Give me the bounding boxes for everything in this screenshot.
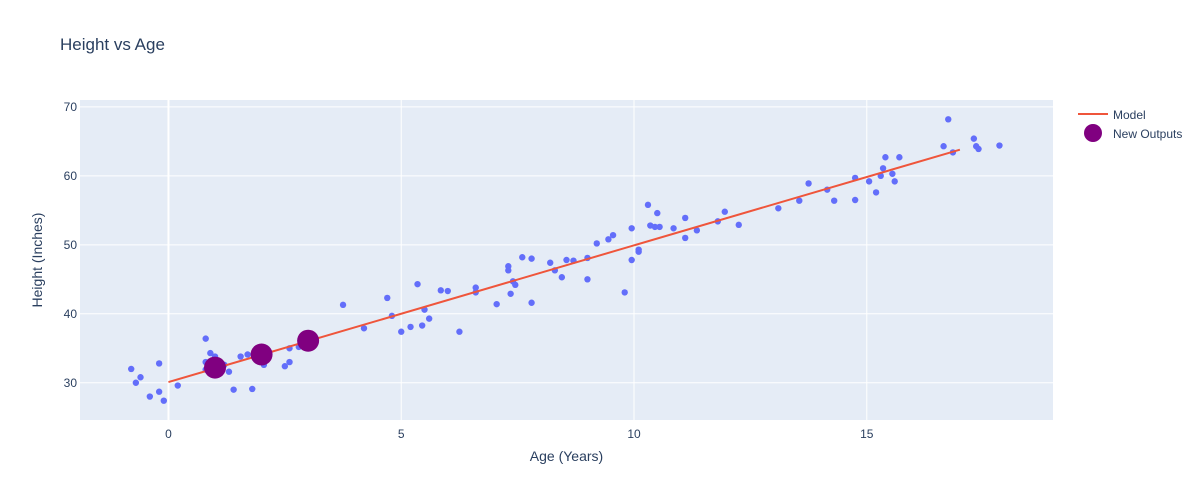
scatter-point[interactable] [682, 234, 689, 242]
scatter-point[interactable] [230, 386, 237, 393]
scatter-point[interactable] [425, 315, 433, 322]
scatter-point[interactable] [547, 259, 554, 266]
scatter-point[interactable] [128, 365, 135, 373]
scatter-point[interactable] [628, 225, 635, 232]
new-output-marker[interactable] [204, 356, 227, 379]
scatter-point[interactable] [207, 349, 214, 357]
scatter-point[interactable] [654, 209, 661, 217]
scatter-point[interactable] [407, 323, 414, 331]
scatter-point[interactable] [896, 154, 903, 161]
x-tick-label: 10 [627, 427, 641, 441]
scatter-point[interactable] [975, 145, 982, 153]
x-tick-label: 0 [165, 427, 172, 441]
scatter-point[interactable] [670, 225, 677, 232]
scatter-point[interactable] [558, 274, 566, 281]
y-axis-title: Height (Inches) [29, 213, 45, 308]
scatter-point[interactable] [512, 281, 519, 289]
scatter-point[interactable] [605, 236, 612, 243]
scatter-point[interactable] [651, 223, 659, 231]
y-tick-label: 60 [64, 169, 78, 183]
scatter-point[interactable] [398, 328, 405, 335]
scatter-point[interactable] [360, 325, 368, 332]
scatter-point[interactable] [528, 255, 535, 262]
scatter-point[interactable] [507, 290, 514, 297]
scatter-point[interactable] [414, 280, 421, 288]
scatter-point[interactable] [225, 368, 233, 375]
legend-new-outputs-swatch [1084, 124, 1102, 142]
scatter-point[interactable] [872, 189, 880, 196]
scatter-point[interactable] [635, 248, 642, 255]
scatter-point[interactable] [735, 221, 742, 229]
scatter-point[interactable] [384, 294, 391, 302]
scatter-point[interactable] [682, 214, 689, 222]
scatter-point[interactable] [775, 205, 782, 212]
scatter-point[interactable] [137, 374, 144, 381]
scatter-point[interactable] [830, 197, 838, 204]
scatter-point[interactable] [249, 385, 256, 393]
legend-model-label[interactable]: Model [1113, 108, 1146, 122]
scatter-point[interactable] [940, 143, 947, 150]
scatter-point[interactable] [505, 267, 512, 274]
tick-labels: 0 5 10 15 30 40 50 60 70 [64, 100, 874, 441]
y-tick-label: 40 [64, 307, 78, 321]
scatter-point[interactable] [693, 227, 701, 234]
scatter-point[interactable] [146, 393, 154, 400]
legend[interactable]: Model New Outputs [1078, 108, 1182, 142]
scatter-point[interactable] [796, 197, 803, 204]
scatter-point[interactable] [584, 276, 591, 283]
scatter-point[interactable] [155, 388, 163, 395]
y-tick-label: 70 [64, 100, 78, 114]
scatter-point[interactable] [437, 287, 445, 294]
scatter-point[interactable] [644, 201, 652, 209]
scatter-point[interactable] [721, 208, 728, 215]
y-tick-label: 50 [64, 238, 78, 252]
scatter-point[interactable] [628, 256, 635, 264]
scatter-point[interactable] [851, 196, 859, 204]
scatter-point[interactable] [609, 231, 617, 239]
scatter-point[interactable] [805, 180, 812, 187]
scatter-point[interactable] [528, 299, 535, 306]
scatter-point[interactable] [879, 165, 887, 172]
scatter-point[interactable] [456, 328, 463, 335]
x-tick-label: 5 [398, 427, 405, 441]
scatter-point[interactable] [563, 256, 570, 264]
legend-new-outputs-label[interactable]: New Outputs [1113, 127, 1182, 141]
scatter-point[interactable] [493, 300, 500, 308]
scatter-point[interactable] [281, 363, 289, 370]
scatter-point[interactable] [891, 178, 898, 185]
new-output-marker[interactable] [297, 329, 320, 352]
scatter-point[interactable] [444, 287, 451, 295]
scatter-point[interactable] [945, 116, 952, 123]
scatter-point[interactable] [202, 335, 209, 342]
scatter-point[interactable] [237, 353, 244, 360]
scatter-point[interactable] [174, 382, 181, 389]
scatter-point[interactable] [244, 351, 251, 358]
scatter-point[interactable] [519, 254, 526, 261]
x-tick-label: 15 [860, 427, 874, 441]
scatter-point[interactable] [970, 135, 978, 142]
scatter-point[interactable] [132, 379, 140, 386]
scatter-point[interactable] [889, 170, 896, 177]
data-layer [128, 116, 1003, 404]
scatter-point[interactable] [621, 289, 628, 296]
scatter-point[interactable] [882, 154, 889, 161]
scatter-point[interactable] [865, 178, 873, 185]
chart-title: Height vs Age [60, 35, 165, 54]
scatter-point[interactable] [155, 360, 163, 367]
scatter-point[interactable] [160, 397, 167, 404]
scatter-point[interactable] [286, 358, 293, 366]
scatter-point[interactable] [418, 322, 426, 329]
new-output-marker[interactable] [250, 343, 273, 366]
scatter-point[interactable] [996, 142, 1003, 149]
scatter-point[interactable] [472, 284, 479, 291]
scatter-point[interactable] [656, 223, 663, 231]
x-axis-title: Age (Years) [530, 448, 603, 464]
scatter-point[interactable] [593, 240, 600, 247]
scatter-point[interactable] [339, 301, 347, 309]
y-tick-label: 30 [64, 376, 78, 390]
